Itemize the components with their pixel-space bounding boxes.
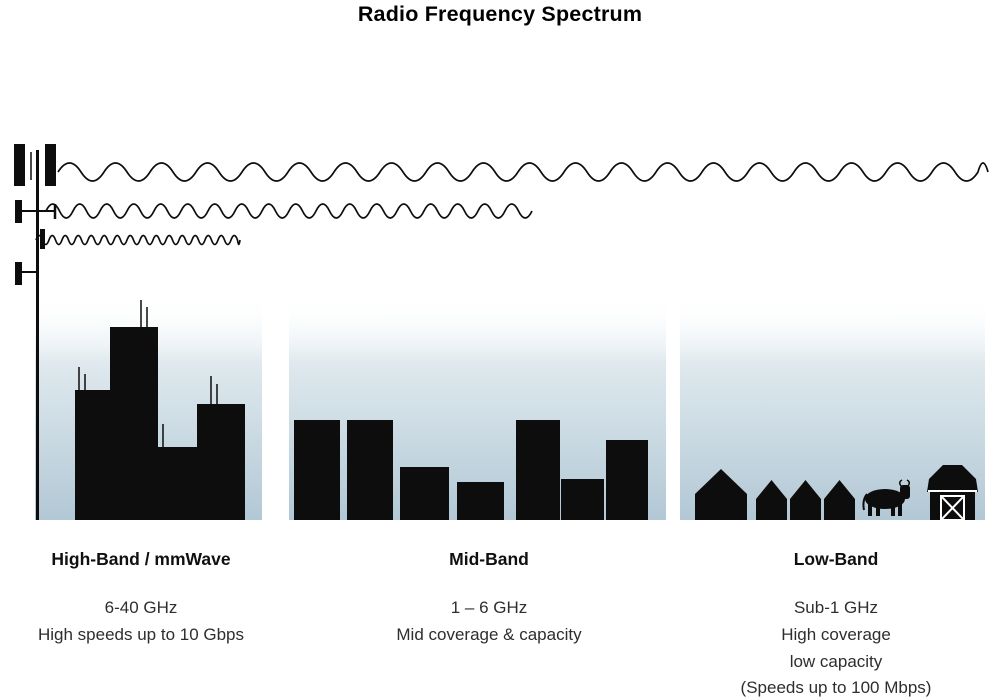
spectrum-diagram: [14, 144, 989, 521]
band-detail: High coverage: [781, 624, 891, 644]
band-detail: 6-40 GHz: [104, 598, 178, 617]
houses-cow-barn-icon: [695, 465, 978, 521]
antenna-panel: [14, 144, 25, 186]
barn-door: [940, 495, 965, 521]
page-title: Radio Frequency Spectrum: [357, 2, 643, 26]
band-detail: High speeds up to 10 Gbps: [37, 624, 245, 644]
antenna-panel: [45, 144, 56, 186]
skyscraper-city-icon: [75, 300, 245, 520]
cow-icon: [862, 479, 911, 516]
building: [197, 404, 245, 520]
cell-tower-icon: [14, 144, 57, 520]
band-detail: low capacity: [789, 651, 883, 671]
band-detail: 1 – 6 GHz: [450, 598, 528, 617]
house-icon: [695, 469, 747, 520]
building: [347, 420, 393, 520]
building: [561, 479, 604, 520]
band-detail: Mid coverage & capacity: [396, 624, 582, 644]
low-band-wave: [57, 162, 989, 182]
building: [606, 440, 648, 520]
house-icon: [824, 480, 855, 520]
high-band-wave: [35, 234, 241, 246]
band-label-mid-band: Mid-Band 1 – 6 GHz Mid coverage & capaci…: [358, 549, 620, 649]
mid-rise-buildings-icon: [294, 420, 648, 520]
band-detail: Sub-1 GHz: [793, 598, 879, 617]
house-icon: [756, 480, 787, 520]
building: [516, 420, 560, 520]
building: [294, 420, 340, 520]
band-detail: (Speeds up to 100 Mbps): [740, 678, 932, 698]
house-icon: [790, 480, 821, 520]
antenna-panel: [40, 229, 45, 249]
band-name: Mid-Band: [449, 549, 529, 569]
mid-band-wave: [45, 203, 533, 219]
barn-icon: [927, 465, 978, 521]
band-label-high-band: High-Band / mmWave 6-40 GHz High speeds …: [10, 549, 272, 649]
building: [457, 482, 504, 520]
band-name: High-Band / mmWave: [51, 549, 231, 569]
radio-waves: [35, 162, 989, 246]
band-label-low-band: Low-Band Sub-1 GHz High coverage low cap…: [698, 549, 974, 700]
band-name: Low-Band: [793, 549, 879, 569]
building: [110, 327, 158, 520]
building: [75, 390, 110, 520]
building: [400, 467, 449, 520]
antenna-panel: [15, 262, 22, 285]
antenna-panel: [15, 200, 22, 223]
building: [158, 447, 197, 520]
